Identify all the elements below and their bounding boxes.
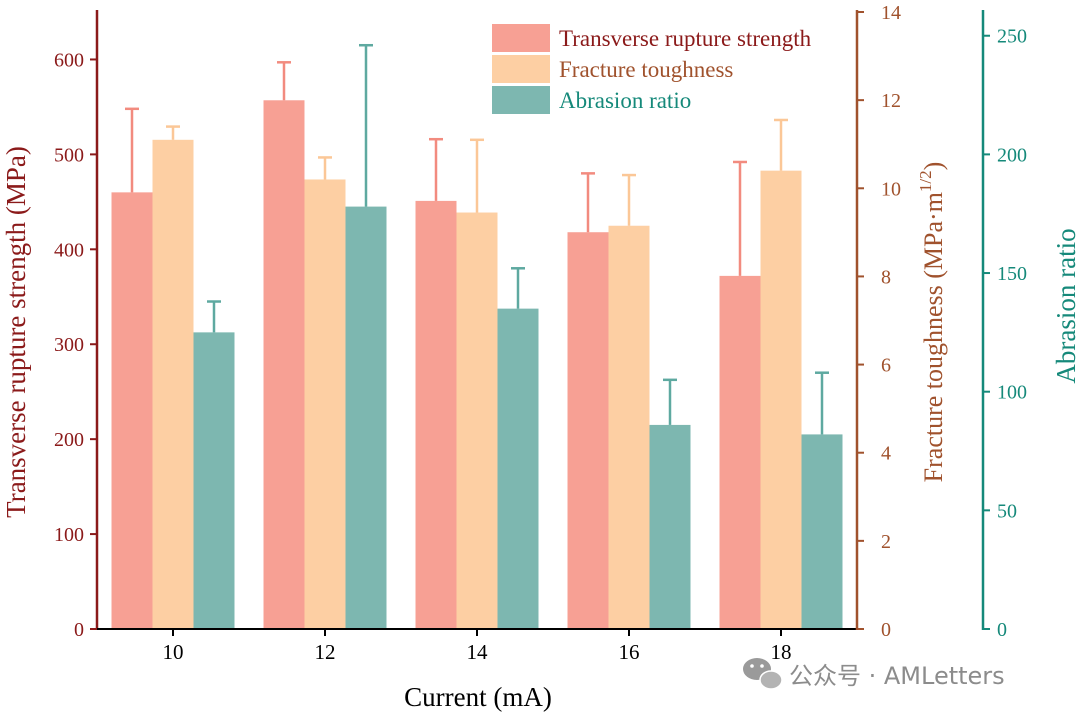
bar-ft-10 bbox=[152, 139, 194, 630]
watermark: 公众号 · AMLetters bbox=[743, 658, 1005, 690]
legend-label-ft: Fracture toughness bbox=[559, 57, 733, 82]
far-right-tick-label-150: 150 bbox=[997, 263, 1027, 285]
legend-swatch-trs bbox=[492, 24, 550, 52]
x-tick-label-14: 14 bbox=[467, 640, 489, 664]
right-tick-label-10: 10 bbox=[881, 178, 901, 200]
bar-ar-18 bbox=[801, 434, 843, 629]
left-tick-label-0: 0 bbox=[74, 619, 84, 641]
bar-trs-18 bbox=[719, 275, 761, 629]
right-tick-label-6: 6 bbox=[881, 355, 891, 377]
x-tick-label-12: 12 bbox=[315, 640, 336, 664]
left-tick-label-600: 600 bbox=[54, 49, 84, 71]
bar-ft-16 bbox=[608, 225, 650, 629]
bar-ar-14 bbox=[497, 308, 539, 629]
x-tick-label-16: 16 bbox=[619, 640, 640, 664]
x-axis-title: Current (mA) bbox=[404, 682, 552, 712]
right-axis-title: Fracture toughness (MPa·m1/2) bbox=[916, 162, 948, 483]
bar-ar-16 bbox=[649, 424, 691, 629]
right-tick-label-2: 2 bbox=[881, 531, 891, 553]
bar-trs-12 bbox=[263, 100, 305, 630]
right-tick-label-0: 0 bbox=[881, 619, 891, 641]
bar-trs-14 bbox=[415, 200, 457, 630]
x-tick-label-18: 18 bbox=[771, 640, 792, 664]
far-right-axis-title: Abrasion ratio bbox=[1051, 228, 1080, 383]
watermark-text: 公众号 · AMLetters bbox=[789, 662, 1005, 690]
left-tick-label-300: 300 bbox=[54, 334, 84, 356]
right-axis-title-sup: 1/2 bbox=[916, 170, 935, 192]
bar-ft-18 bbox=[760, 170, 802, 629]
bar-ar-12 bbox=[345, 206, 387, 630]
far-right-tick-label-250: 250 bbox=[997, 26, 1027, 48]
legend-label-ar: Abrasion ratio bbox=[559, 88, 691, 113]
far-right-tick-label-100: 100 bbox=[997, 382, 1027, 404]
legend-label-trs: Transverse rupture strength bbox=[559, 26, 812, 51]
far-right-tick-label-200: 200 bbox=[997, 144, 1027, 166]
left-tick-label-200: 200 bbox=[54, 429, 84, 451]
bar-layer bbox=[111, 43, 843, 630]
left-tick-label-100: 100 bbox=[54, 524, 84, 546]
legend-swatch-ar bbox=[492, 86, 550, 114]
bar-ft-14 bbox=[456, 212, 498, 629]
bar-ar-10 bbox=[193, 332, 235, 629]
right-tick-label-4: 4 bbox=[881, 443, 891, 465]
far-right-tick-label-0: 0 bbox=[997, 619, 1007, 641]
wechat-icon bbox=[743, 658, 783, 690]
right-axis-title-end: ) bbox=[919, 162, 948, 171]
bar-ft-12 bbox=[304, 179, 346, 629]
left-axis-title: Transverse rupture strength (MPa) bbox=[1, 146, 31, 518]
left-tick-label-400: 400 bbox=[54, 239, 84, 261]
right-tick-label-14: 14 bbox=[881, 2, 901, 24]
right-tick-label-8: 8 bbox=[881, 266, 891, 288]
bar-trs-16 bbox=[567, 232, 609, 629]
far-right-tick-label-50: 50 bbox=[997, 500, 1017, 522]
right-tick-label-12: 12 bbox=[881, 90, 901, 112]
bar-trs-10 bbox=[111, 192, 153, 629]
left-tick-label-500: 500 bbox=[54, 144, 84, 166]
legend: Transverse rupture strength Fracture toug… bbox=[492, 24, 812, 114]
right-axis-title-main: Fracture toughness (MPa·m bbox=[919, 192, 948, 482]
legend-swatch-ft bbox=[492, 55, 550, 83]
x-tick-label-10: 10 bbox=[163, 640, 184, 664]
